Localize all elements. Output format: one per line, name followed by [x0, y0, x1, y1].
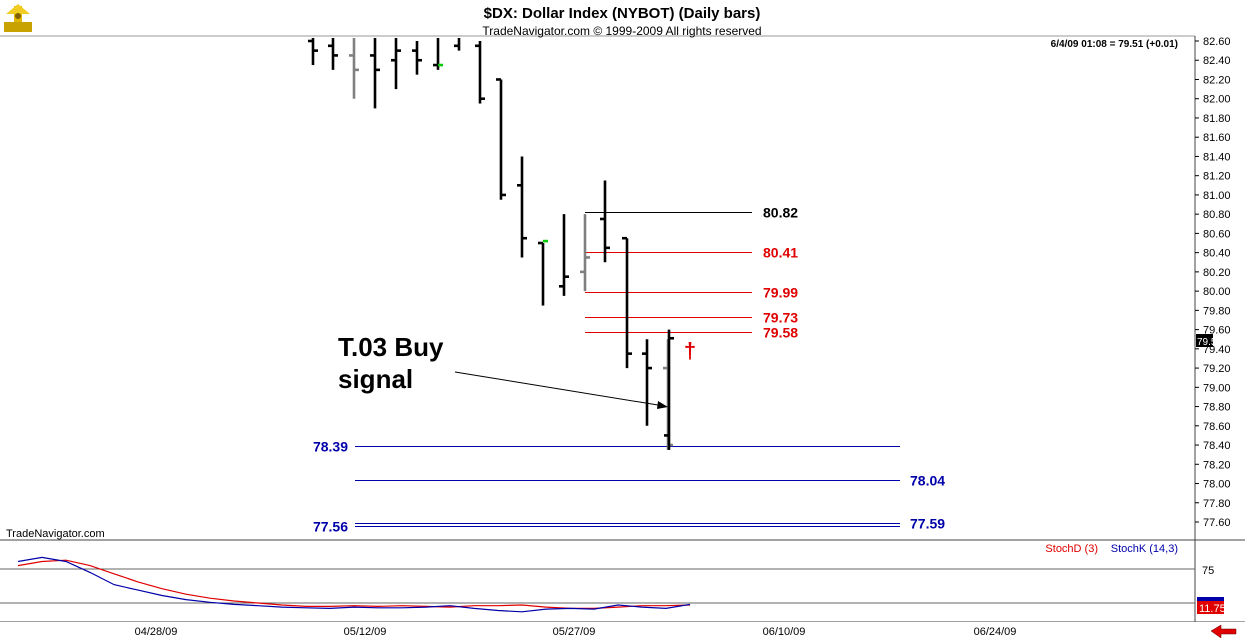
date-label-1: 04/28/09 — [135, 626, 178, 638]
date-label-3: 05/27/09 — [553, 626, 596, 638]
price-tick-label: 82.20 — [1203, 74, 1231, 86]
price-tick-label: 80.60 — [1203, 228, 1231, 240]
last-price-value: 79.51 — [1197, 337, 1222, 348]
price-bars — [308, 38, 674, 450]
stoch-tick-75: 75 — [1202, 565, 1214, 577]
level-label: 80.82 — [763, 205, 798, 221]
level-label: 79.99 — [763, 285, 798, 301]
right-axis-bg — [1195, 0, 1245, 640]
price-tick-label: 78.40 — [1203, 440, 1231, 452]
last-quote: 6/4/09 01:08 = 79.51 (+0.01) — [1051, 39, 1178, 50]
annotation-line-1: T.03 Buy — [338, 332, 444, 362]
date-label-5: 06/24/09 — [974, 626, 1017, 638]
annotation-arrow — [454, 371, 665, 407]
stoch-k-line — [17, 556, 691, 613]
stoch-last-badge-top — [1197, 597, 1224, 601]
price-tick-label: 82.00 — [1203, 94, 1231, 106]
annotation-line-2: signal — [338, 364, 413, 394]
price-tick-label: 81.80 — [1203, 113, 1231, 125]
price-tick-label: 81.60 — [1203, 132, 1231, 144]
stoch-last-badge — [1197, 597, 1224, 614]
stoch-d-legend: StochD (3) — [1045, 543, 1098, 555]
price-tick-label: 79.80 — [1203, 305, 1231, 317]
price-tick-label: 78.80 — [1203, 402, 1231, 414]
price-tick-label: 80.00 — [1203, 286, 1231, 298]
price-tick-label: 78.20 — [1203, 459, 1231, 471]
level-label: 79.58 — [763, 325, 798, 341]
level-label: 78.39 — [313, 439, 348, 455]
level-label: 77.59 — [910, 516, 945, 532]
level-label: 80.41 — [763, 245, 798, 261]
level-label: 77.56 — [313, 519, 348, 535]
price-tick-label: 82.40 — [1203, 55, 1231, 67]
price-tick-label: 82.60 — [1203, 36, 1231, 48]
price-tick-label: 80.80 — [1203, 209, 1231, 221]
price-tick-label: 79.60 — [1203, 325, 1231, 337]
chart-title: $DX: Dollar Index (NYBOT) (Daily bars) — [484, 5, 761, 22]
watermark: TradeNavigator.com — [6, 528, 105, 540]
cross-marker: † — [684, 338, 696, 363]
scroll-left-button[interactable] — [1208, 624, 1238, 639]
price-tick-label: 79.20 — [1203, 363, 1231, 375]
price-tick-label: 77.60 — [1203, 517, 1231, 529]
date-label-4: 06/10/09 — [763, 626, 806, 638]
stoch-last-value: 11.75 — [1199, 603, 1226, 615]
copyright-text: TradeNavigator.com © 1999-2009 All right… — [482, 24, 761, 38]
annotation-arrow-head — [657, 401, 668, 409]
price-tick-label: 81.00 — [1203, 190, 1231, 202]
level-label: 79.73 — [763, 310, 798, 326]
price-tick-label: 81.40 — [1203, 151, 1231, 163]
buy-signal-annotation: T.03 Buy signal — [338, 332, 668, 409]
date-axis-bg — [0, 622, 1245, 640]
price-axis: 82.60 82.40 82.20 82.00 81.80 81.60 81.40 81.20… — [1195, 36, 1231, 529]
price-tick-label: 78.00 — [1203, 479, 1231, 491]
price-tick-label: 81.20 — [1203, 171, 1231, 183]
level-label: 78.04 — [910, 473, 945, 489]
stoch-k-legend: StochK (14,3) — [1111, 543, 1178, 555]
price-tick-label: 79.00 — [1203, 382, 1231, 394]
left-arrow-icon[interactable] — [1210, 624, 1237, 639]
date-axis: 04/28/09 05/12/09 05/27/09 06/10/09 06/2… — [135, 626, 1017, 638]
trade-navigator-logo-icon — [4, 4, 32, 32]
price-tick-label: 80.20 — [1203, 267, 1231, 279]
date-label-2: 05/12/09 — [344, 626, 387, 638]
last-price-badge: 79.51 — [1196, 334, 1222, 348]
price-tick-label: 78.60 — [1203, 421, 1231, 433]
price-tick-label: 80.40 — [1203, 248, 1231, 260]
price-tick-label: 77.80 — [1203, 498, 1231, 510]
stochastic-lines — [17, 556, 691, 613]
